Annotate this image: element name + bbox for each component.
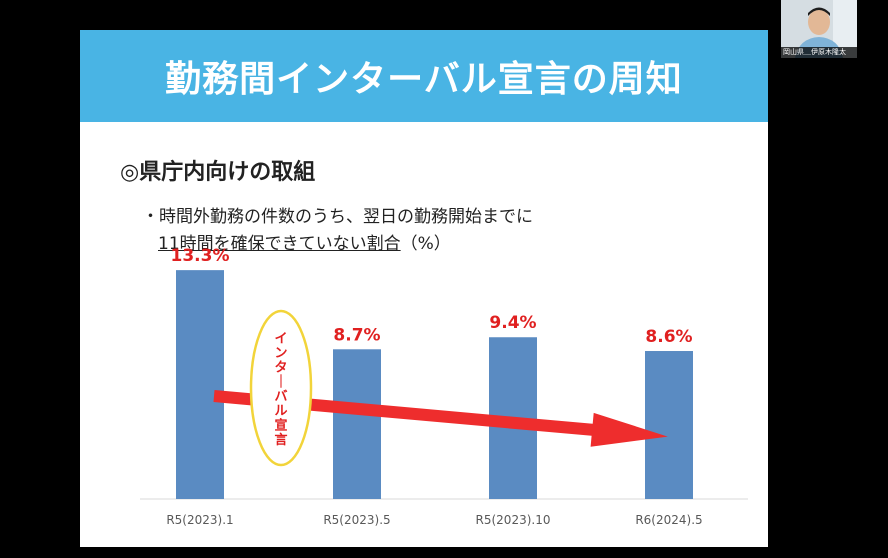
data-label: 8.7% <box>333 325 380 345</box>
data-label: 13.3% <box>171 246 230 266</box>
annotation-ellipse <box>249 309 313 467</box>
section-heading: ◎県庁内向けの取組 <box>120 160 316 185</box>
webcam-name-label: 岡山県＿伊原木隆太 <box>781 47 857 58</box>
trend-arrow <box>213 390 668 447</box>
annotation-label: インタ｜バル宣言 <box>274 331 287 448</box>
data-label: 9.4% <box>489 313 536 333</box>
slide: 勤務間インターバル宣言の周知 ◎県庁内向けの取組 ・時間外勤務の件数のうち、翌日… <box>80 30 768 547</box>
x-tick-label: R5(2023).1 <box>166 513 233 527</box>
x-tick-label: R6(2024).5 <box>635 513 702 527</box>
title-banner: 勤務間インターバル宣言の周知 <box>80 30 768 122</box>
data-label: 8.6% <box>645 327 692 347</box>
bullet-unit-text: （%） <box>400 234 451 254</box>
slide-title: 勤務間インターバル宣言の周知 <box>165 59 683 100</box>
bar <box>333 349 381 499</box>
bullet-text-line1: ・時間外勤務の件数のうち、翌日の勤務開始までに <box>142 207 533 227</box>
x-tick-label: R5(2023).10 <box>476 513 551 527</box>
bar <box>176 270 224 499</box>
bar-chart: 13.3% R5(2023).1 8.7% R5(2023).5 9.4% R5(2023… <box>140 246 748 527</box>
bullet-underlined-text: 11時間を確保できていない割合 <box>158 234 401 254</box>
bar <box>645 351 693 499</box>
x-tick-label: R5(2023).5 <box>323 513 390 527</box>
bullet-text-line2: 11時間を確保できていない割合（%） <box>158 229 451 254</box>
